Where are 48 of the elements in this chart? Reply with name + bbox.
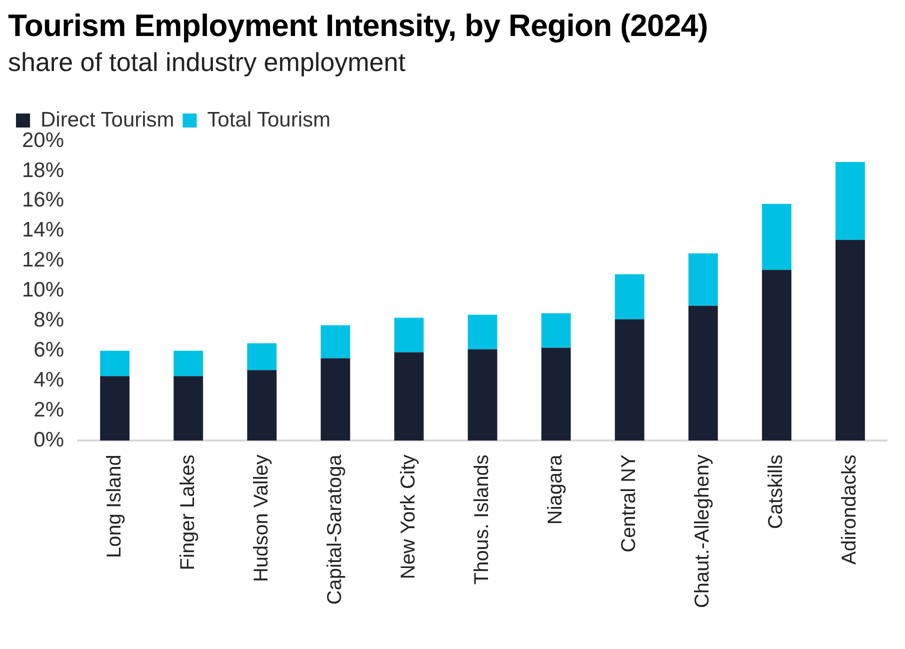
chart-title: Tourism Employment Intensity, by Region (2024): [8, 8, 709, 44]
bar: [762, 270, 792, 441]
chart-subtitle: share of total industry employment: [8, 46, 406, 79]
bar: [174, 376, 204, 441]
y-tick-label: 16%: [22, 188, 64, 212]
y-tick-label: 4%: [34, 368, 64, 392]
bar: [100, 350, 130, 376]
bar: [688, 253, 718, 306]
x-tick-label: Central NY: [618, 454, 640, 552]
bar: [688, 306, 718, 441]
x-tick-label: Finger Lakes: [176, 454, 199, 570]
y-tick-label: 14%: [22, 218, 64, 242]
y-tick-label: 10%: [22, 278, 64, 302]
y-tick-label: 6%: [34, 338, 64, 362]
bar: [247, 343, 277, 370]
legend-label: Direct Tourism: [40, 108, 174, 132]
y-tick-label: 8%: [34, 308, 64, 332]
x-tick-label: Hudson Valley: [250, 454, 272, 582]
legend-label: Total Tourism: [207, 108, 331, 132]
x-tick-label: New York City: [397, 454, 420, 580]
bar: [100, 376, 130, 441]
bar: [541, 348, 571, 441]
bar: [614, 319, 644, 441]
bar: [468, 349, 498, 441]
y-tick-label: 18%: [22, 158, 64, 182]
bar: [320, 325, 350, 358]
y-tick-label: 2%: [34, 398, 64, 422]
x-tick-label: Capital-Saratoga: [324, 454, 346, 605]
bar: [614, 274, 644, 320]
bar: [394, 352, 424, 441]
x-tick-label: Adirondacks: [838, 454, 861, 565]
bar: [247, 370, 277, 441]
bar: [836, 162, 865, 240]
x-tick-label: Long Island: [103, 454, 126, 558]
bar: [541, 313, 571, 348]
bar: [320, 358, 350, 441]
y-tick-label: 12%: [22, 248, 64, 272]
bar: [762, 204, 792, 270]
bar: [394, 318, 424, 352]
bar: [468, 314, 498, 350]
y-tick-label: 20%: [22, 128, 64, 152]
x-tick-label: Chaut.-Allegheny: [692, 454, 714, 608]
bar: [836, 240, 865, 441]
x-tick-label: Catskills: [765, 454, 788, 530]
bar: [174, 350, 204, 376]
x-tick-label: Niagara: [544, 454, 567, 525]
y-tick-label: 0%: [34, 428, 64, 452]
x-tick-label: Thous. Islands: [471, 454, 494, 585]
